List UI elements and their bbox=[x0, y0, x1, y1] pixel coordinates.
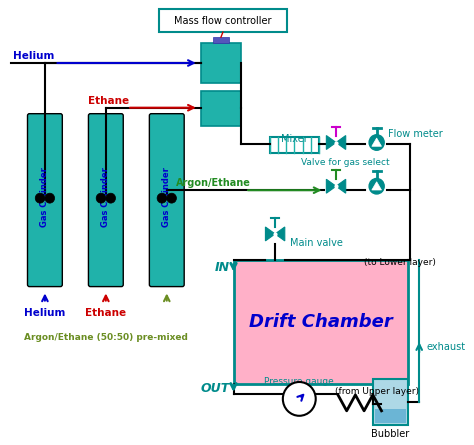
Polygon shape bbox=[336, 179, 346, 193]
Text: OUT: OUT bbox=[201, 382, 229, 396]
Text: Gas Cylinder: Gas Cylinder bbox=[40, 167, 49, 227]
Bar bbox=[159, 9, 287, 32]
Bar bbox=[234, 260, 408, 384]
Text: Gas Cylinder: Gas Cylinder bbox=[162, 167, 171, 227]
Polygon shape bbox=[327, 179, 336, 193]
Text: Mass flow controller: Mass flow controller bbox=[174, 16, 272, 26]
Circle shape bbox=[283, 382, 316, 416]
Circle shape bbox=[96, 193, 106, 203]
Text: Valve for gas select: Valve for gas select bbox=[301, 158, 390, 167]
Text: Gas Cylinder: Gas Cylinder bbox=[101, 167, 110, 227]
Text: Helium: Helium bbox=[24, 308, 65, 319]
Bar bbox=[373, 379, 408, 425]
FancyBboxPatch shape bbox=[27, 113, 62, 287]
FancyBboxPatch shape bbox=[89, 113, 123, 287]
Text: exhaust: exhaust bbox=[427, 342, 466, 352]
Circle shape bbox=[167, 193, 176, 203]
Text: IN: IN bbox=[215, 261, 229, 274]
Polygon shape bbox=[265, 227, 275, 241]
Circle shape bbox=[106, 193, 116, 203]
Text: Drift Chamber: Drift Chamber bbox=[249, 313, 392, 331]
Text: Main valve: Main valve bbox=[290, 238, 343, 248]
Bar bbox=[270, 137, 319, 154]
Text: Bubbler: Bubbler bbox=[371, 429, 410, 439]
Bar bbox=[201, 91, 241, 125]
Polygon shape bbox=[327, 136, 336, 150]
Text: Helium: Helium bbox=[13, 51, 55, 61]
Polygon shape bbox=[336, 136, 346, 150]
Circle shape bbox=[35, 193, 45, 203]
Circle shape bbox=[369, 178, 384, 194]
Circle shape bbox=[157, 193, 167, 203]
Text: Mixer: Mixer bbox=[281, 134, 308, 144]
Circle shape bbox=[45, 193, 55, 203]
Polygon shape bbox=[275, 227, 285, 241]
Text: Argon/Ethane: Argon/Ethane bbox=[175, 178, 250, 188]
Polygon shape bbox=[372, 182, 382, 190]
Text: Ethane: Ethane bbox=[89, 96, 129, 106]
Text: (to Lower layer): (to Lower layer) bbox=[364, 258, 436, 267]
Text: Ethane: Ethane bbox=[85, 308, 127, 319]
FancyBboxPatch shape bbox=[149, 113, 184, 287]
Text: Flow meter: Flow meter bbox=[388, 129, 443, 138]
Text: Argon/Ethane (50:50) pre-mixed: Argon/Ethane (50:50) pre-mixed bbox=[24, 333, 188, 342]
Bar bbox=[201, 43, 241, 83]
Circle shape bbox=[369, 135, 384, 150]
Polygon shape bbox=[372, 138, 382, 146]
Text: (from Upper layer): (from Upper layer) bbox=[335, 387, 419, 396]
Text: Pressure gauge: Pressure gauge bbox=[264, 377, 334, 386]
Bar bbox=[375, 409, 406, 423]
Bar bbox=[213, 37, 228, 43]
